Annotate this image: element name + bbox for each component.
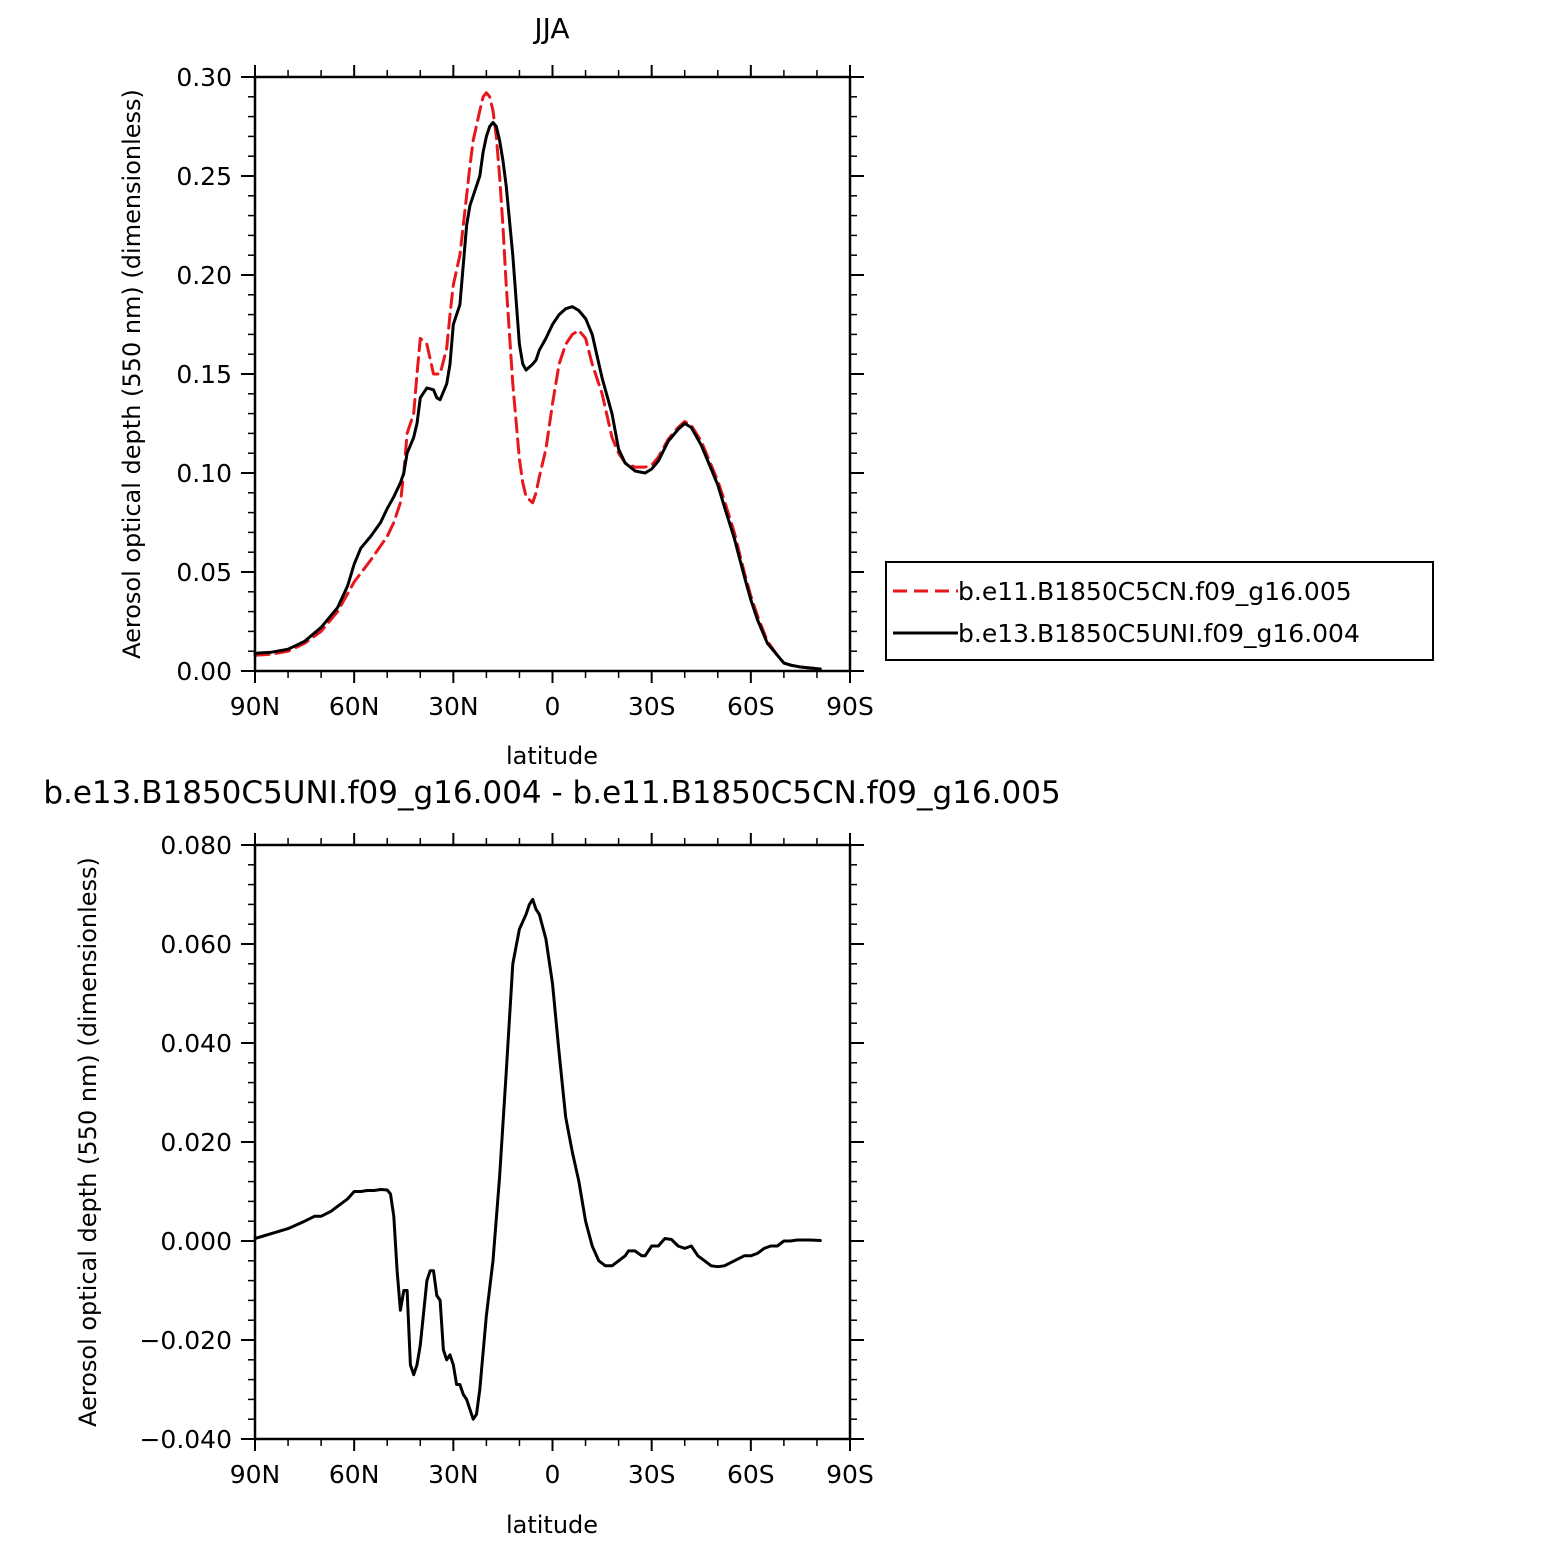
bottom-y-tick-label: 0.060 bbox=[160, 930, 232, 959]
top-y-tick-label: 0.00 bbox=[176, 657, 232, 686]
bottom-x-tick-label: 60S bbox=[727, 1460, 775, 1489]
top-x-tick-label: 30S bbox=[628, 692, 676, 721]
top-y-tick-label: 0.10 bbox=[176, 459, 232, 488]
top-y-tick-label: 0.15 bbox=[176, 360, 232, 389]
bottom-y-tick-label: 0.020 bbox=[160, 1128, 232, 1157]
legend-label-series-1: b.e11.B1850C5CN.f09_g16.005 bbox=[958, 577, 1352, 606]
top-y-tick-label: 0.30 bbox=[176, 63, 232, 92]
top-series-line-2 bbox=[253, 121, 822, 671]
top-y-tick-label: 0.25 bbox=[176, 162, 232, 191]
top-x-tick-label: 60N bbox=[329, 692, 380, 721]
top-x-ticks: 90N 60N 30N 0 30S 60S 90S bbox=[230, 65, 874, 721]
top-y-axis-label: Aerosol optical depth (550 nm) (dimensio… bbox=[118, 89, 146, 659]
bottom-x-tick-label: 60N bbox=[329, 1460, 380, 1489]
bottom-x-ticks: 90N 60N 30N 0 30S 60S 90S bbox=[230, 833, 874, 1489]
bottom-y-ticks: −0.040 −0.020 0.000 0.020 0.040 0.060 0.080 bbox=[139, 831, 864, 1454]
bottom-x-tick-label: 0 bbox=[545, 1460, 561, 1489]
bottom-x-tick-label: 30S bbox=[628, 1460, 676, 1489]
top-series-line-1 bbox=[253, 91, 822, 671]
top-chart-title: JJA bbox=[532, 12, 569, 45]
top-x-tick-label: 60S bbox=[727, 692, 775, 721]
legend: b.e11.B1850C5CN.f09_g16.005 b.e13.B1850C… bbox=[885, 561, 1434, 661]
top-panel: JJA 90N 60N 30N 0 30S 60S 90S 0.00 0.05 0.10 0.15… bbox=[118, 12, 1434, 770]
bottom-y-tick-label: 0.000 bbox=[160, 1227, 232, 1256]
top-x-tick-label: 90N bbox=[230, 692, 281, 721]
top-x-tick-label: 30N bbox=[428, 692, 479, 721]
bottom-y-tick-label: −0.020 bbox=[139, 1326, 232, 1355]
bottom-y-tick-label: −0.040 bbox=[139, 1425, 232, 1454]
top-y-tick-label: 0.20 bbox=[176, 261, 232, 290]
bottom-y-tick-label: 0.040 bbox=[160, 1029, 232, 1058]
bottom-chart-title: b.e13.B1850C5UNI.f09_g16.004 - b.e11.B18… bbox=[43, 775, 1060, 811]
bottom-x-tick-label: 90N bbox=[230, 1460, 281, 1489]
top-x-axis-label: latitude bbox=[506, 742, 598, 770]
legend-box bbox=[885, 561, 1434, 661]
bottom-x-tick-label: 30N bbox=[428, 1460, 479, 1489]
bottom-x-tick-label: 90S bbox=[826, 1460, 874, 1489]
top-x-tick-label: 0 bbox=[545, 692, 561, 721]
top-y-tick-label: 0.05 bbox=[176, 558, 232, 587]
legend-label-series-2: b.e13.B1850C5UNI.f09_g16.004 bbox=[958, 619, 1360, 648]
top-x-tick-label: 90S bbox=[826, 692, 874, 721]
bottom-y-tick-label: 0.080 bbox=[160, 831, 232, 860]
bottom-x-axis-label: latitude bbox=[506, 1511, 598, 1539]
bottom-series-line-1 bbox=[253, 897, 822, 1421]
bottom-panel: b.e13.B1850C5UNI.f09_g16.004 - b.e11.B18… bbox=[43, 775, 1060, 1539]
bottom-series-group bbox=[253, 897, 822, 1421]
bottom-y-axis-label: Aerosol optical depth (550 nm) (dimensio… bbox=[74, 857, 102, 1427]
top-y-ticks: 0.00 0.05 0.10 0.15 0.20 0.25 0.30 bbox=[176, 63, 864, 686]
top-series-group bbox=[253, 91, 822, 671]
